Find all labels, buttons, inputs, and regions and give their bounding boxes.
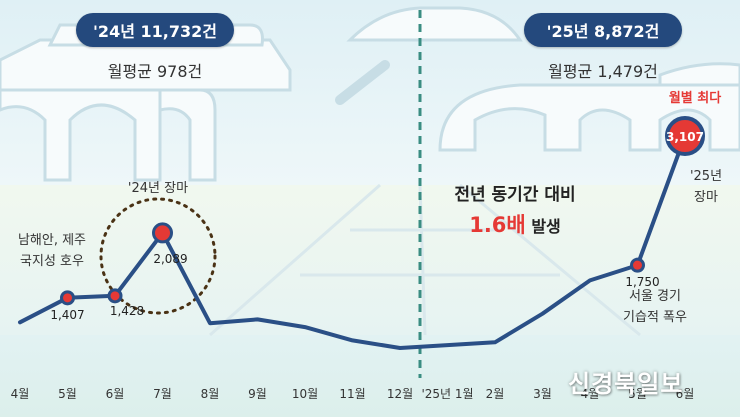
data-point-label: 1,407 xyxy=(50,308,84,322)
annotation-2025-line-1: '25년 xyxy=(689,169,723,184)
data-point-marker xyxy=(630,257,645,273)
x-tick-label: 5월 xyxy=(628,387,647,401)
annotation-seoul-line-2: 기습적 폭우 xyxy=(623,310,687,325)
x-tick-label: 8월 xyxy=(201,387,220,401)
x-tick-label: 6월 xyxy=(676,387,695,401)
annotation-seoul-line-1: 서울 경기 xyxy=(629,289,681,304)
x-tick-label: '25년 1월 xyxy=(421,387,473,401)
right-total-label: '25년 8,872건 xyxy=(546,22,660,41)
axis-band xyxy=(0,335,740,417)
max-point-label: 3,107 xyxy=(666,130,704,144)
data-point-marker xyxy=(107,288,123,304)
comparison-ratio: 1.6배 발생 xyxy=(430,209,600,239)
x-tick-label: 5월 xyxy=(58,387,77,401)
x-tick-label: 6월 xyxy=(106,387,125,401)
left-monthly-average: 월평균 978건 xyxy=(107,62,203,81)
ratio-suffix: 발생 xyxy=(531,217,561,236)
annotation-jeju-line-2: 국지성 호우 xyxy=(20,254,84,269)
x-tick-label: 4월 xyxy=(581,387,600,401)
series-line xyxy=(18,134,687,350)
x-tick-label: 9월 xyxy=(248,387,267,401)
left-total-badge: '24년 11,732건 xyxy=(76,13,234,47)
x-tick-label: 12월 xyxy=(387,387,413,401)
annotation-2025-line-2: 장마 xyxy=(694,190,718,205)
left-total-label: '24년 11,732건 xyxy=(93,22,217,41)
annotation-rain-season-2024: '24년 장마 xyxy=(127,181,189,196)
data-labels: 1,407 1,428 2,089 1,750 3,107 xyxy=(50,130,704,322)
right-total-badge: '25년 8,872건 xyxy=(524,13,682,47)
data-point-label: 2,089 xyxy=(153,252,187,266)
data-point-label: 1,428 xyxy=(110,304,144,318)
data-markers xyxy=(60,116,705,306)
right-bridge-illustration xyxy=(346,6,740,152)
watermark-logo: 신경북일보 xyxy=(568,370,684,398)
annotation-jeju-line-1: 남해안, 제주 xyxy=(17,233,87,248)
x-tick-label: 11월 xyxy=(339,387,365,401)
annotation-seoul-rain: 서울 경기 기습적 폭우 xyxy=(600,286,710,328)
data-point-label: 1,750 xyxy=(625,275,659,289)
annotation-jeju-rain: 남해안, 제주 국지성 호우 xyxy=(0,230,104,272)
highlight-circle xyxy=(99,197,217,315)
comparison-title: 전년 동기간 대비 xyxy=(454,185,576,205)
monthly-max-label: 월별 최다 xyxy=(668,91,722,106)
max-point-marker xyxy=(665,116,705,156)
x-tick-label: 7월 xyxy=(153,387,172,401)
annotation-rain-season-2025: '25년 장마 xyxy=(676,166,736,208)
ratio-value: 1.6배 xyxy=(469,213,526,237)
x-axis-ticks: 4월 5월 6월 7월 8월 9월 10월 11월 12월 '25년 1월 2월 3월 4월 5월 6월 xyxy=(11,387,695,401)
data-point-marker xyxy=(60,290,75,306)
x-tick-label: 3월 xyxy=(533,387,552,401)
x-tick-label: 10월 xyxy=(292,387,318,401)
right-monthly-average: 월평균 1,479건 xyxy=(548,62,658,81)
x-tick-label: 4월 xyxy=(11,387,30,401)
x-tick-label: 2월 xyxy=(486,387,505,401)
data-point-marker xyxy=(152,222,173,244)
